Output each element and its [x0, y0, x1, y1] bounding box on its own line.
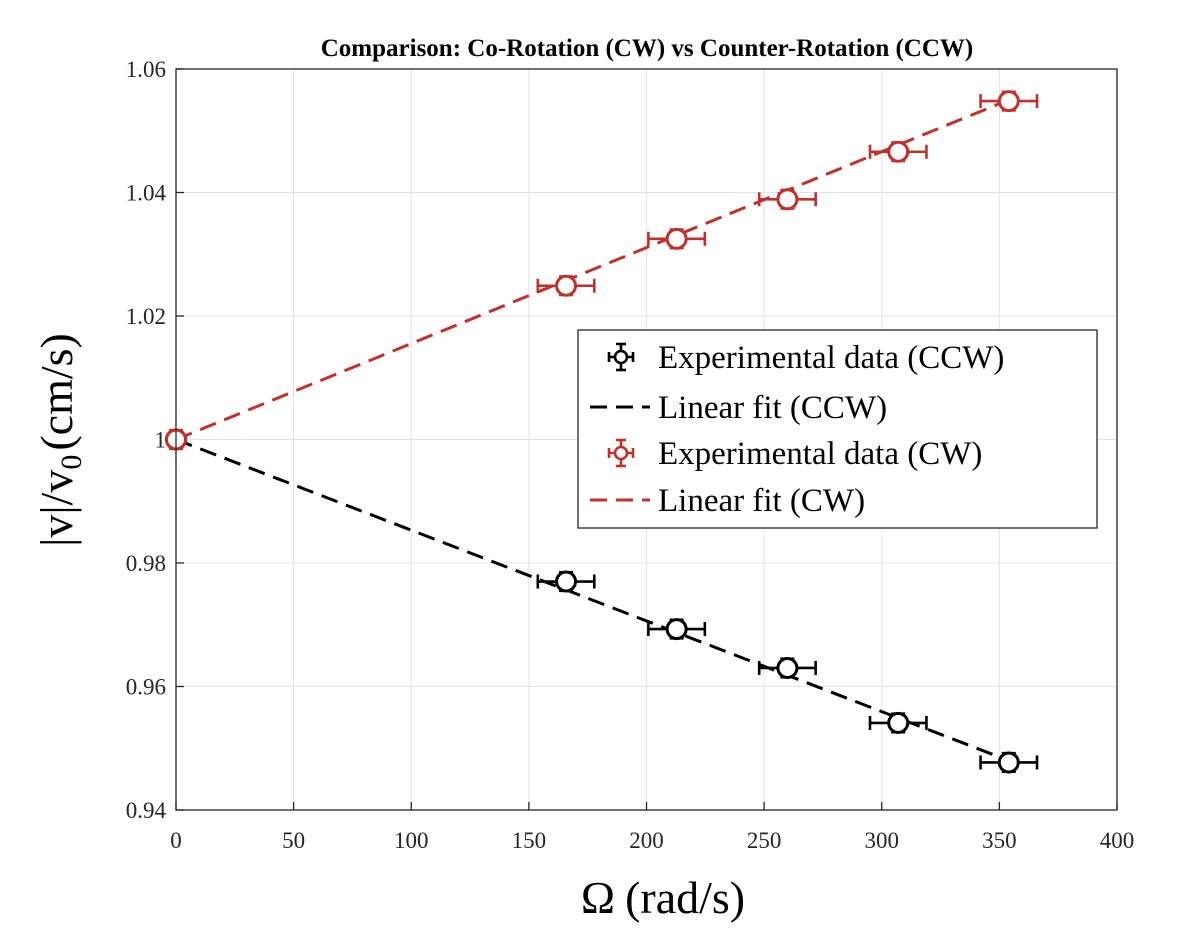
- x-tick-label: 100: [394, 828, 429, 853]
- y-tick-label: 1.02: [126, 304, 166, 329]
- y-tick-label: 0.96: [126, 675, 166, 700]
- x-tick-label: 250: [747, 828, 782, 853]
- y-tick-label: 1.04: [126, 181, 167, 206]
- fit-line: [175, 438, 1010, 762]
- data-point: [536, 274, 596, 297]
- data-point: [647, 227, 707, 250]
- marker: [776, 188, 799, 211]
- y-tick-label: 0.94: [126, 798, 167, 823]
- fit-line-group: [175, 98, 1010, 441]
- legend: Experimental data (CCW) Linear fit (CCW) E…: [577, 329, 1098, 529]
- legend-entry: Linear fit (CCW): [590, 390, 887, 426]
- marker: [665, 227, 688, 250]
- x-tick-labels: 0 50 100 150 200 250 300 350 400: [170, 828, 1134, 853]
- legend-entry: Experimental data (CW): [607, 436, 982, 472]
- legend-label: Linear fit (CCW): [658, 390, 887, 426]
- data-point: [979, 751, 1039, 774]
- legend-label: Experimental data (CW): [658, 436, 982, 472]
- chart-title: Comparison: Co-Rotation (CW) vs Counter-…: [321, 35, 974, 62]
- plot-box: [175, 68, 1118, 811]
- y-axis-prefix: |v|/v: [31, 470, 82, 547]
- data-point: [536, 570, 596, 593]
- x-tick-label: 300: [865, 828, 900, 853]
- marker: [555, 570, 578, 593]
- data-point: [868, 711, 928, 734]
- legend-entries: Experimental data (CCW) Linear fit (CCW) E…: [590, 340, 1004, 519]
- x-tick-label: 350: [982, 828, 1017, 853]
- errorbar-series: [165, 90, 1039, 451]
- x-tick-label: 400: [1100, 828, 1135, 853]
- marker: [887, 711, 910, 734]
- legend-marker: [613, 349, 629, 365]
- y-tick-label: 0.98: [126, 551, 166, 576]
- x-tick-label: 200: [629, 828, 664, 853]
- fit-line: [175, 98, 1010, 441]
- x-axis-symbol: Ω: [581, 872, 615, 923]
- legend-entry: Linear fit (CW): [590, 483, 865, 519]
- data-point: [757, 656, 817, 679]
- marker: [887, 140, 910, 163]
- marker: [555, 274, 578, 297]
- marker: [665, 618, 688, 641]
- fit-line-group: [175, 438, 1010, 762]
- x-tick-label: 0: [170, 828, 182, 853]
- data-point: [868, 140, 928, 163]
- legend-label: Experimental data (CCW): [658, 340, 1004, 376]
- y-axis-label: |v|/v0 (cm/s): [31, 333, 88, 547]
- y-axis-subscript: 0: [55, 455, 88, 470]
- legend-entry: Experimental data (CCW): [607, 340, 1004, 376]
- legend-box: [577, 329, 1098, 529]
- x-axis-label: Ω (rad/s): [581, 872, 745, 923]
- data-point: [647, 618, 707, 641]
- legend-marker: [613, 445, 629, 461]
- marker: [997, 751, 1020, 774]
- data-point: [757, 188, 817, 211]
- y-axis-unit: (cm/s): [31, 333, 82, 451]
- y-tick-labels: 0.94 0.96 0.98 1 1.02 1.04 1.06: [126, 57, 167, 823]
- marker: [776, 656, 799, 679]
- y-tick-label: 1: [155, 428, 167, 453]
- y-tick-label: 1.06: [126, 57, 166, 82]
- x-tick-label: 50: [282, 828, 305, 853]
- x-axis-unit: (rad/s): [625, 872, 745, 923]
- data-point: [979, 90, 1039, 113]
- x-tick-label: 150: [512, 828, 547, 853]
- legend-label: Linear fit (CW): [658, 483, 865, 519]
- marker: [997, 90, 1020, 113]
